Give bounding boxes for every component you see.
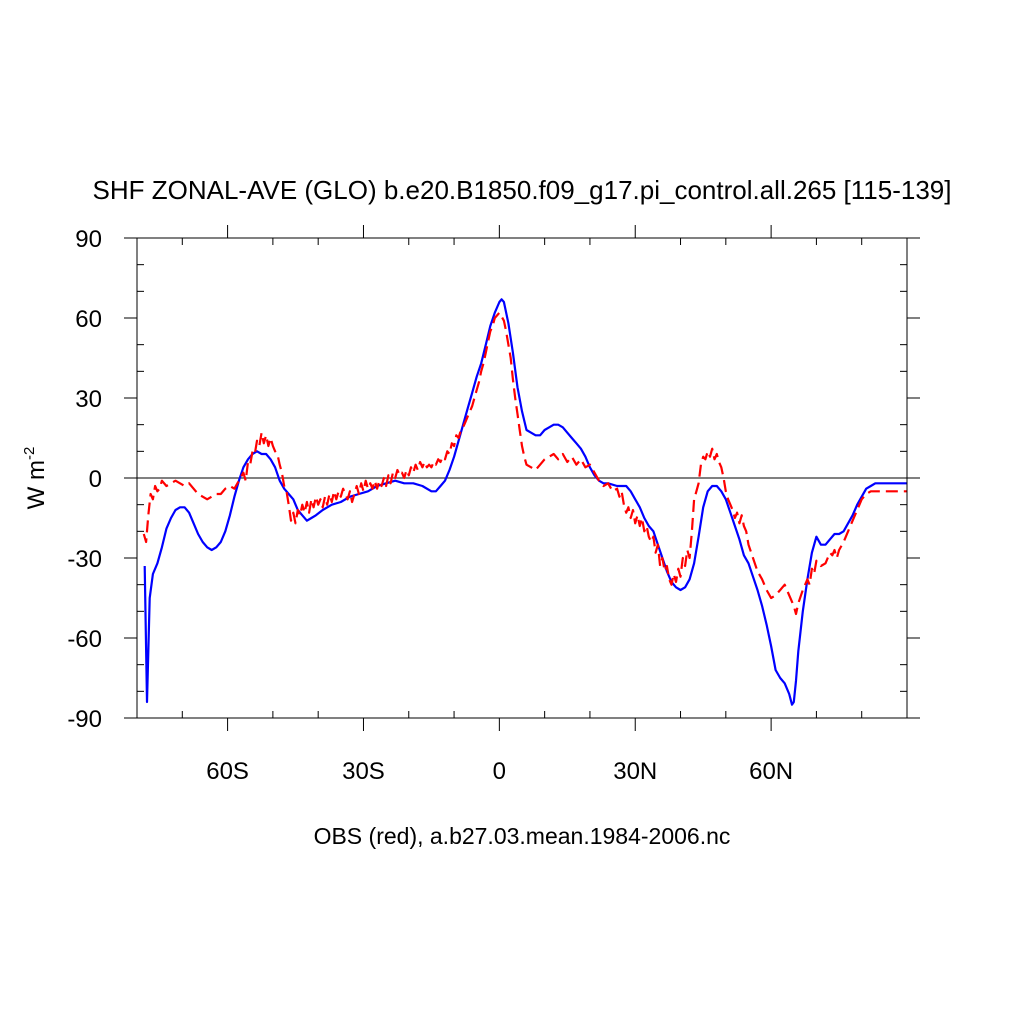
- y-axis-label-main: W m: [23, 460, 50, 509]
- x-axis-label: OBS (red), a.b27.03.mean.1984-2006.nc: [314, 823, 731, 849]
- x-tick-label-2: 0: [493, 758, 506, 785]
- axis-layer: 90 60 30 0 -30 -60 -90 60S 30S 0 30N 60N: [67, 225, 920, 785]
- series-layer: [142, 298, 907, 706]
- y-tick-label-5: -60: [67, 626, 102, 653]
- x-tick-label-0: 60S: [206, 758, 249, 785]
- chart-title: SHF ZONAL-AVE (GLO) b.e20.B1850.f09_g17.…: [93, 175, 952, 205]
- y-tick-label-4: -30: [67, 546, 102, 573]
- y-tick-label-6: -90: [67, 706, 102, 733]
- y-axis-label: W m-2: [21, 447, 50, 510]
- y-axis-label-exponent: -2: [21, 447, 38, 460]
- obs-series-line: [142, 311, 907, 616]
- y-tick-label-1: 60: [75, 306, 102, 333]
- x-tick-label-1: 30S: [342, 758, 385, 785]
- y-tick-label-0: 90: [75, 226, 102, 253]
- x-tick-label-4: 60N: [749, 758, 793, 785]
- x-tick-label-3: 30N: [613, 758, 657, 785]
- plot-frame: [136, 237, 908, 719]
- y-tick-label-3: 0: [89, 466, 102, 493]
- y-tick-label-2: 30: [75, 386, 102, 413]
